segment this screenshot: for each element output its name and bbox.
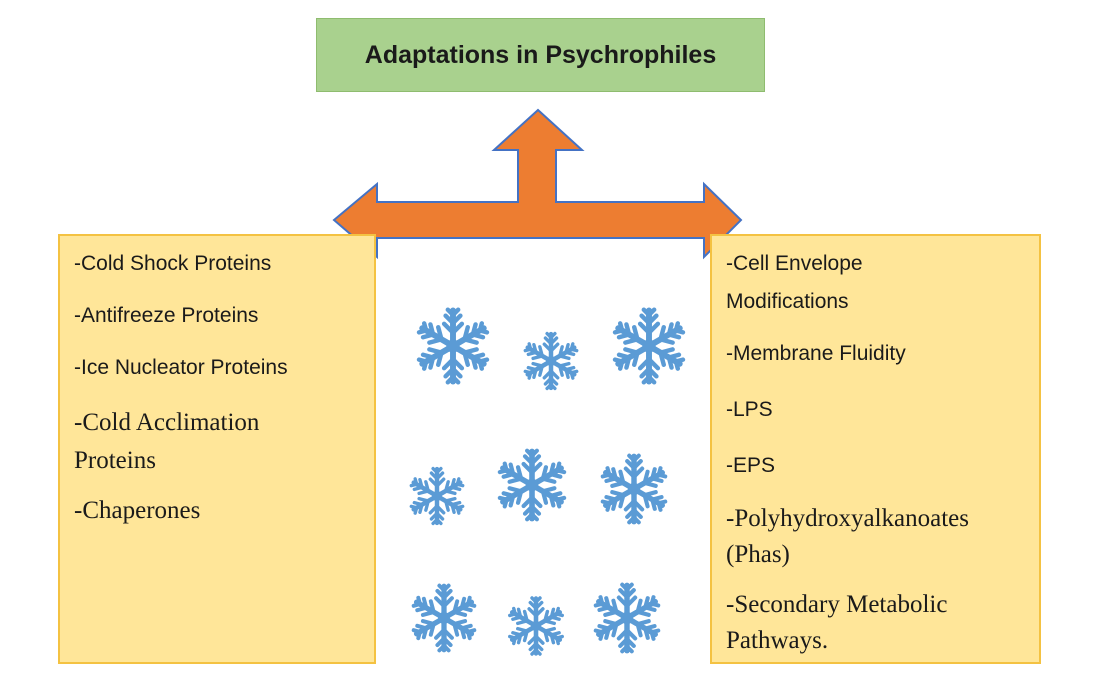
left-item-ice-nucleator-proteins: -Ice Nucleator Proteins	[74, 356, 288, 379]
right-item-membrane-fluidity: -Membrane Fluidity	[726, 342, 906, 365]
snowflake-icon	[600, 448, 668, 530]
right-item-cell-envelope: -Cell Envelope	[726, 252, 863, 275]
title-box: Adaptations in Psychrophiles	[316, 18, 765, 92]
right-panel: -Cell Envelope Modifications -Membrane F…	[710, 234, 1041, 664]
snowflake-icon	[497, 441, 567, 529]
left-item-proteins: Proteins	[74, 447, 156, 474]
snowflake-icon	[523, 328, 579, 394]
right-item-phas: (Phas)	[726, 541, 790, 568]
snowflake-icon	[506, 594, 566, 658]
left-item-chaperones: -Chaperones	[74, 497, 201, 524]
left-item-antifreeze-proteins: -Antifreeze Proteins	[74, 304, 259, 327]
left-item-cold-acclimation: -Cold Acclimation	[74, 409, 260, 436]
right-item-secondary-metabolic: -Secondary Metabolic	[726, 591, 948, 618]
left-item-cold-shock-proteins: -Cold Shock Proteins	[74, 252, 272, 275]
right-item-modifications: Modifications	[726, 290, 849, 313]
right-item-polyhydroxyalkanoates: -Polyhydroxyalkanoates	[726, 505, 970, 532]
snowflake-icon	[411, 578, 477, 658]
snowflake-icon	[593, 578, 661, 658]
right-item-eps: -EPS	[726, 454, 776, 477]
arrow-shape	[332, 108, 743, 260]
snowflake-icon	[409, 463, 465, 529]
left-panel: -Cold Shock Proteins -Antifreeze Protein…	[58, 234, 376, 664]
snowflake-icon	[416, 301, 490, 391]
right-item-pathways: Pathways.	[726, 627, 829, 654]
snowflake-icon	[612, 302, 686, 390]
right-item-lps: -LPS	[726, 398, 773, 421]
